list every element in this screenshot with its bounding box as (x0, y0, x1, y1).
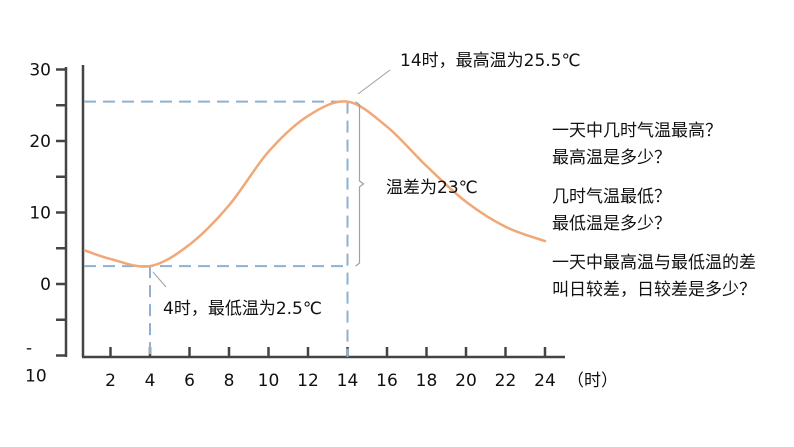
y-tick-label: 10 (25, 367, 47, 387)
min-leader-line (152, 271, 167, 288)
reference-dashed-lines (84, 100, 349, 357)
y-axis-labels: 30 20 10 0 - 10 (25, 61, 51, 387)
x-tick-label: 10 (258, 371, 280, 391)
x-tick-label: 6 (184, 371, 195, 391)
y-tick-label: 0 (40, 275, 51, 295)
x-tick-label: 4 (145, 371, 156, 391)
x-axis-ticks (109, 347, 547, 357)
x-tick-label: 2 (105, 371, 116, 391)
x-axis-unit: （时） (567, 371, 618, 391)
x-tick-label: 16 (376, 371, 398, 391)
x-tick-label: 20 (455, 371, 477, 391)
y-axis (64, 67, 68, 357)
range-annotation: 温差为23℃ (386, 178, 478, 198)
temperature-curve (83, 100, 547, 268)
question-5: 一天中最高温与最低温的差 (552, 253, 756, 273)
question-panel: 一天中几时气温最高？ 最高温是多少？ 几时气温最低？ 最低温是多少？ 一天中最高… (552, 118, 756, 304)
y-tick-label: - (26, 339, 32, 359)
min-annotation: 4时，最低温为2.5℃ (163, 299, 322, 319)
y-tick-label: 30 (29, 61, 51, 81)
max-leader-line (357, 69, 391, 95)
y-tick-label: 20 (29, 132, 51, 152)
max-annotation: 14时，最高温为25.5℃ (400, 51, 581, 71)
x-axis-labels: 2 4 6 8 10 12 14 16 18 20 22 24 (105, 371, 556, 391)
x-tick-label: 18 (416, 371, 438, 391)
x-tick-label: 14 (337, 371, 359, 391)
x-tick-label: 12 (297, 371, 319, 391)
question-2: 最高温是多少？ (552, 148, 671, 168)
x-tick-label: 22 (495, 371, 517, 391)
x-axis (81, 65, 565, 359)
x-tick-label: 24 (534, 371, 556, 391)
y-axis-ticks (56, 68, 66, 357)
question-6: 叫日较差，日较差是多少？ (552, 280, 756, 300)
question-3: 几时气温最低？ (552, 187, 671, 207)
question-4: 最低温是多少？ (552, 214, 671, 234)
question-1: 一天中几时气温最高？ (552, 121, 722, 141)
x-tick-label: 8 (224, 371, 235, 391)
y-tick-label: 10 (29, 204, 51, 224)
range-bracket (355, 101, 365, 267)
